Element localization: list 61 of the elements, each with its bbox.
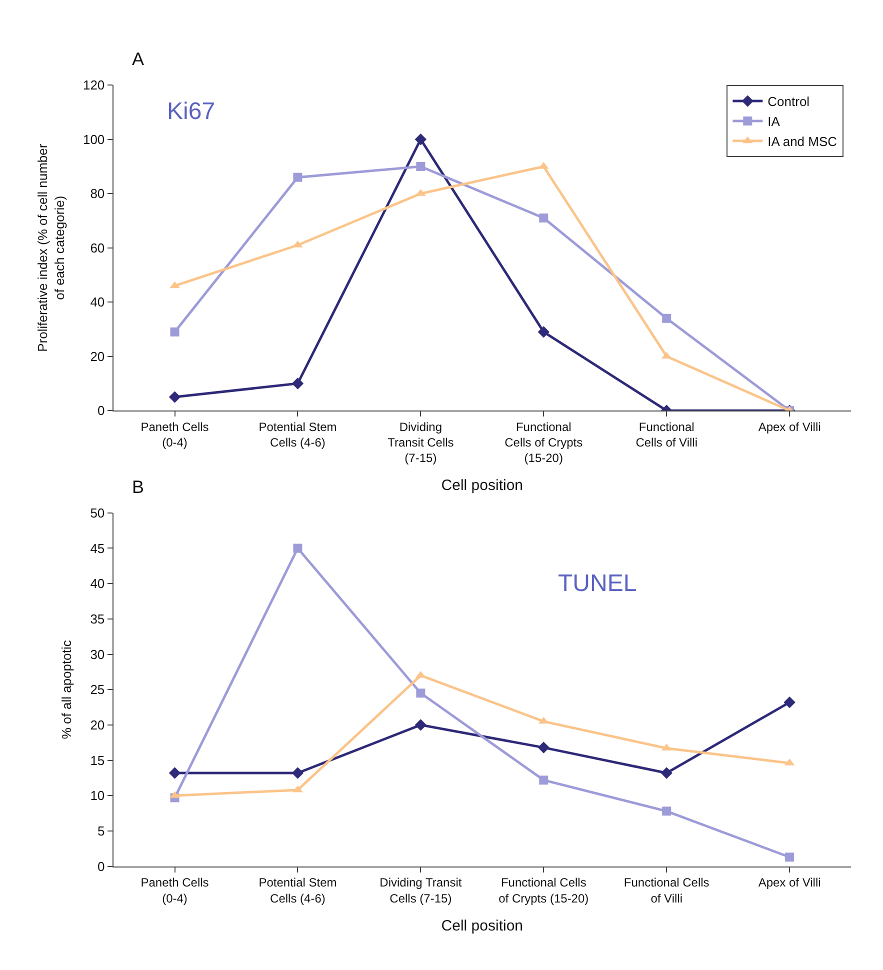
- x-tick-label: Functional Cells of Villi: [624, 876, 710, 906]
- y-tick-label: 50: [90, 505, 105, 520]
- annotation: TUNEL: [558, 570, 637, 597]
- y-tick-label: 60: [90, 240, 105, 256]
- x-tick-label: Dividing Transit Cells (7-15): [380, 876, 462, 906]
- point: [538, 326, 550, 338]
- point: [416, 688, 426, 698]
- point: [416, 162, 426, 171]
- annotation: Ki67: [167, 98, 216, 125]
- y-tick-label: 100: [82, 132, 105, 147]
- y-axis-title: Proliferative index (% of cell number of each categorie): [35, 143, 67, 352]
- point: [293, 544, 302, 553]
- legend-label: Control: [768, 94, 810, 110]
- y-tick-label: 10: [90, 788, 105, 804]
- y-tick-label: 0: [97, 403, 105, 418]
- point: [539, 776, 548, 785]
- legend-label: IA: [768, 114, 780, 130]
- point: [414, 719, 427, 731]
- x-tick-label: Apex of Villi: [758, 420, 821, 434]
- point: [292, 767, 304, 779]
- x-tick-label: Paneth Cells (0-4): [140, 420, 209, 450]
- point: [539, 214, 548, 223]
- x-tick-label: Functional Cells of Crypts (15-20): [504, 420, 583, 466]
- chart-title: A: [132, 49, 144, 69]
- x-tick-label: Apex of Villi: [758, 876, 821, 890]
- x-axis-title: Cell position: [441, 477, 524, 494]
- point: [293, 172, 302, 182]
- y-tick-label: 25: [90, 682, 105, 698]
- y-tick-label: 5: [97, 824, 105, 839]
- y-tick-label: 45: [90, 540, 105, 556]
- point: [170, 281, 180, 288]
- point: [170, 327, 180, 336]
- point: [662, 806, 672, 816]
- legend-label: IA and MSC: [768, 134, 838, 149]
- point: [785, 852, 794, 862]
- y-tick-label: 40: [90, 576, 105, 592]
- y-axis-title: % of all apoptotic: [59, 640, 74, 740]
- point: [292, 785, 303, 792]
- y-tick-label: 0: [97, 858, 105, 874]
- y-tick-label: 40: [90, 294, 105, 310]
- y-tick-label: 20: [90, 348, 105, 364]
- y-tick-label: 30: [90, 646, 105, 662]
- x-tick-label: Potential Stem Cells (4-6): [258, 876, 337, 906]
- y-tick-label: 120: [82, 78, 105, 93]
- y-tick-label: 15: [90, 752, 105, 768]
- point: [168, 767, 181, 779]
- x-tick-label: Functional Cells of Villi: [636, 420, 698, 450]
- point: [784, 696, 796, 708]
- y-tick-label: 80: [90, 186, 105, 202]
- chart-title: B: [132, 477, 144, 497]
- x-tick-label: Paneth Cells (0-4): [140, 876, 209, 906]
- x-tick-label: Functional Cells of Crypts (15-20): [498, 876, 589, 906]
- x-tick-label: Potential Stem Cells (4-6): [258, 420, 337, 450]
- point: [660, 767, 672, 779]
- x-tick-label: Dividing Transit Cells (7-15): [388, 420, 454, 466]
- point: [414, 134, 427, 146]
- point: [538, 742, 550, 754]
- y-tick-label: 35: [90, 611, 105, 626]
- point: [662, 314, 672, 323]
- x-axis-title: Cell position: [441, 917, 524, 934]
- y-tick-label: 20: [90, 717, 105, 732]
